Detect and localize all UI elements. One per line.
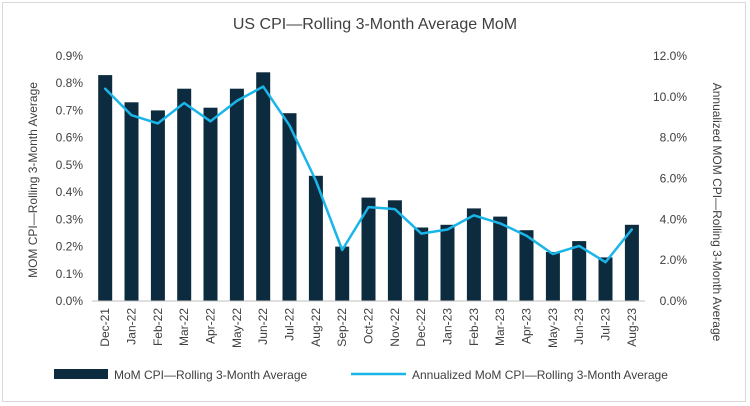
x-tick-label: May-23: [546, 308, 560, 348]
x-tick-label: Mar-22: [177, 308, 191, 346]
bar-jul-22: [282, 113, 297, 301]
x-tick-label: Apr-22: [204, 308, 218, 344]
x-tick-label: Jun-23: [572, 308, 586, 345]
x-tick-label: Nov-22: [388, 308, 402, 347]
x-tick-label: Aug-23: [625, 308, 639, 347]
x-axis: Dec-21 Jan-22 Feb-22 Mar-22 Apr-22 May-22 Jun-…: [98, 308, 639, 348]
x-tick-label: Oct-22: [362, 308, 376, 344]
bar-sep-22: [335, 246, 350, 301]
bar-mar-23: [493, 216, 508, 301]
x-tick-label: Jul-23: [599, 308, 613, 341]
bar-jun-23: [572, 241, 587, 301]
x-tick-label: Mar-23: [493, 308, 507, 346]
left-tick-label: 0.1%: [56, 267, 84, 281]
right-tick-label: 0.0%: [660, 294, 688, 308]
left-tick-label: 0.8%: [56, 76, 84, 90]
bar-jan-22: [124, 102, 139, 301]
left-tick-label: 0.5%: [56, 158, 84, 172]
x-tick-label: Jun-22: [256, 308, 270, 345]
bar-apr-23: [519, 230, 534, 301]
bar-dec-22: [414, 227, 429, 301]
bar-mar-22: [177, 88, 192, 301]
left-tick-label: 0.7%: [56, 103, 84, 117]
left-tick-label: 0.6%: [56, 131, 84, 145]
x-tick-label: May-22: [230, 308, 244, 348]
left-tick-label: 0.3%: [56, 212, 84, 226]
line-series: [103, 85, 634, 264]
bar-dec-21: [98, 75, 113, 301]
bar-jan-23: [440, 224, 455, 301]
legend-label-bars: MoM CPI—Rolling 3-Month Average: [114, 368, 308, 382]
bar-aug-22: [308, 175, 323, 301]
right-tick-label: 4.0%: [660, 212, 688, 226]
bar-feb-23: [466, 208, 481, 301]
left-tick-label: 0.9%: [56, 49, 84, 63]
bar-jun-22: [256, 72, 271, 301]
x-tick-label: Feb-22: [151, 308, 165, 346]
x-tick-label: Dec-22: [414, 308, 428, 347]
x-tick-label: Apr-23: [520, 308, 534, 344]
right-tick-label: 8.0%: [660, 131, 688, 145]
legend-label-line: Annualized MoM CPI—Rolling 3-Month Avera…: [412, 368, 668, 382]
left-axis: 0.0% 0.1% 0.2% 0.3% 0.4% 0.5% 0.6% 0.7% 0.8% 0.9%: [56, 49, 84, 308]
bar-oct-22: [361, 197, 376, 301]
right-tick-label: 2.0%: [660, 253, 688, 267]
left-tick-label: 0.4%: [56, 185, 84, 199]
bar-feb-22: [150, 110, 165, 302]
right-tick-label: 10.0%: [653, 90, 687, 104]
chart-title: US CPI—Rolling 3-Month Average MoM: [233, 16, 517, 33]
legend-swatch-bars: [54, 369, 108, 379]
right-tick-label: 6.0%: [660, 172, 688, 186]
bar-may-22: [229, 88, 244, 301]
x-tick-label: Aug-22: [309, 308, 323, 347]
bar-jul-23: [598, 257, 613, 301]
x-tick-label: Feb-23: [467, 308, 481, 346]
bar-apr-22: [203, 107, 218, 301]
legend: MoM CPI—Rolling 3-Month Average Annualiz…: [54, 368, 668, 382]
left-axis-title: MOM CPI—Rolling 3-Month Average: [26, 82, 40, 278]
x-tick-label: Jan-23: [441, 308, 455, 345]
x-tick-label: Sep-22: [335, 308, 349, 347]
left-tick-label: 0.2%: [56, 240, 84, 254]
x-tick-label: Jul-22: [283, 308, 297, 341]
left-tick-label: 0.0%: [56, 294, 84, 308]
bar-may-23: [545, 252, 560, 301]
bar-series: [98, 72, 639, 302]
x-tick-label: Dec-21: [98, 308, 112, 347]
right-axis-title: Annualized MOM CPI—Rolling 3-Month Avera…: [710, 83, 724, 342]
x-tick-label: Jan-22: [125, 308, 139, 345]
right-axis: 0.0% 2.0% 4.0% 6.0% 8.0% 10.0% 12.0%: [653, 49, 687, 308]
bar-aug-23: [624, 224, 639, 301]
right-tick-label: 12.0%: [653, 49, 687, 63]
annualized-line: [103, 85, 634, 264]
bar-nov-22: [387, 200, 402, 301]
